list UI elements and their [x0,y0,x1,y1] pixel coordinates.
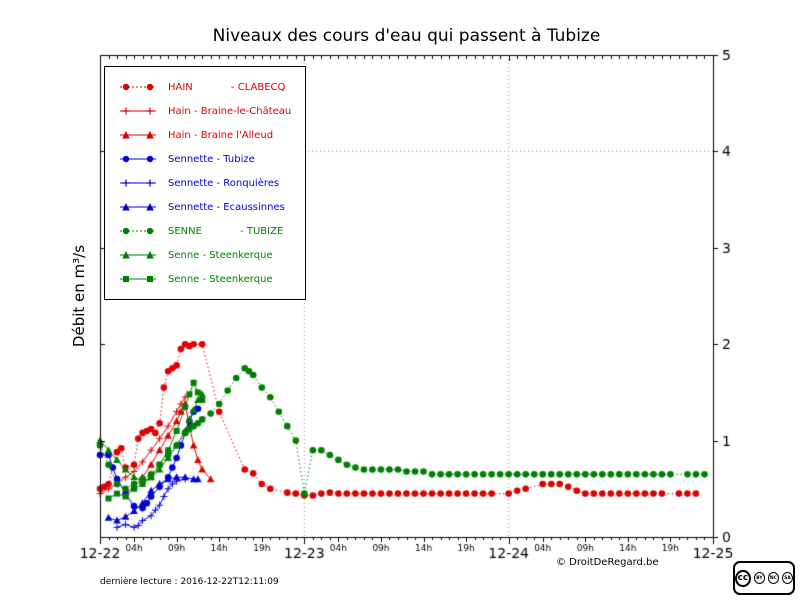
legend-item-label: Hain - Braine-le-Château [168,105,292,117]
footer-last-reading: dernière lecture : 2016-12-22T12:11:09 [100,577,279,587]
legend-item-label: Sennette - Tubize [168,153,255,165]
legend-item-label: Hain - Braine l'Alleud [168,129,274,141]
chart-title: Niveaux des cours d'eau qui passent à Tu… [212,26,601,46]
legend-item: Sennette - Ecaussinnes [119,195,291,219]
square-marker-icon [120,276,156,282]
legend-item: Sennette - Ronquières [119,171,291,195]
cc-nc-icon: NC [767,572,779,584]
footer-readings: dernière lecture : 2016-12-22T12:11:09 d… [100,555,279,600]
circle-marker-icon [120,83,156,91]
plus-marker-icon [120,179,156,187]
cc-by-icon: BY [753,572,765,584]
legend-item-label: SENNE - TUBIZE [168,225,284,237]
triangle-marker-icon [120,131,156,139]
copyright-text: © DroitDeRegard.be [556,557,659,568]
legend-item: HAIN - CLABECQ [119,75,291,99]
cc-sa-icon: SA [781,572,793,584]
legend-item-label: Sennette - Ronquières [168,177,280,189]
legend-item-label: HAIN - CLABECQ [168,81,286,93]
circle-marker-icon [120,227,156,235]
legend-item-label: Senne - Steenkerque [168,249,273,261]
triangle-marker-icon [120,203,156,211]
cc-license-badge[interactable]: cc BY NC SA [733,561,795,595]
legend-item-label: Senne - Steenkerque [168,273,273,285]
legend-item: Hain - Braine l'Alleud [119,123,291,147]
y-axis-label: Débit en m³/s [70,244,88,348]
legend-item: SENNE - TUBIZE [119,219,291,243]
legend-item: Senne - Steenkerque [119,243,291,267]
legend-item-label: Sennette - Ecaussinnes [168,201,285,213]
legend-item: Senne - Steenkerque [119,267,291,291]
legend: HAIN - CLABECQ Hain - Braine-le-Château Ha… [104,66,307,300]
plus-marker-icon [120,107,156,115]
triangle-marker-icon [120,251,156,259]
legend-item: Hain - Braine-le-Château [119,99,291,123]
circle-marker-icon [120,155,156,163]
legend-item: Sennette - Tubize [119,147,291,171]
cc-icon: cc [735,569,751,587]
